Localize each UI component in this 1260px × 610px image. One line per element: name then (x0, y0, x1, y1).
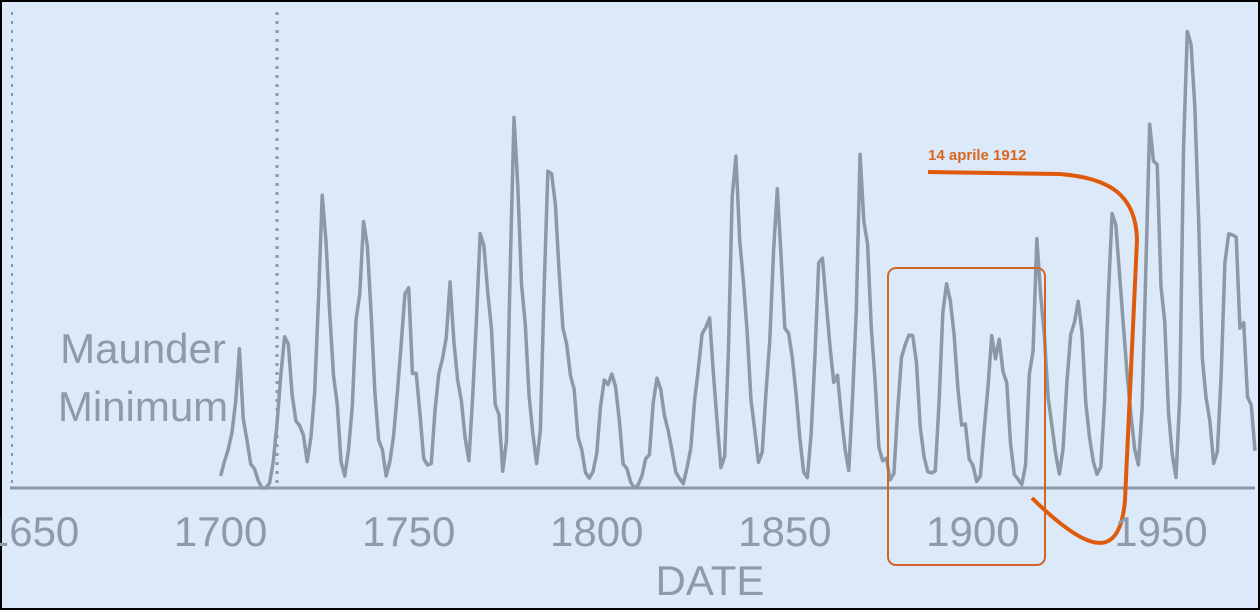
maunder-label: Minimum (58, 383, 228, 430)
x-tick-label: 1650 (0, 508, 79, 555)
x-tick-label: 1750 (362, 508, 455, 555)
x-tick-label: 1950 (1114, 508, 1207, 555)
x-tick-label: 1800 (550, 508, 643, 555)
highlight-box (887, 267, 1046, 566)
series-line (218, 29, 1257, 490)
plot-area (10, 12, 1257, 490)
x-tick-label: 1850 (738, 508, 831, 555)
x-axis-title: DATE (656, 557, 765, 604)
annotation-label: 14 aprile 1912 (928, 147, 1026, 164)
x-tick-label: 1700 (174, 508, 267, 555)
x-tick-label: 1900 (926, 508, 1019, 555)
annotation-curve (927, 170, 1140, 545)
maunder-label: Maunder (60, 325, 226, 372)
